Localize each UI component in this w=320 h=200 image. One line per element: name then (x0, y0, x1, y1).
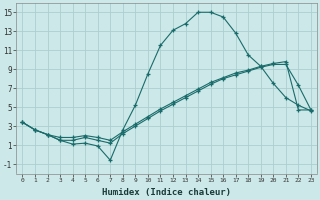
X-axis label: Humidex (Indice chaleur): Humidex (Indice chaleur) (102, 188, 231, 197)
